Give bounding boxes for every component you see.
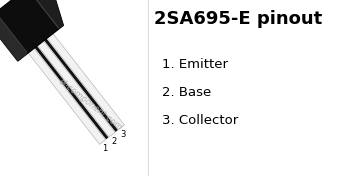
Polygon shape [27,0,59,28]
Text: 1. Emitter: 1. Emitter [162,58,228,71]
Polygon shape [32,43,109,139]
Polygon shape [0,13,27,61]
Polygon shape [27,0,63,29]
Polygon shape [42,36,118,132]
Polygon shape [26,45,105,144]
Polygon shape [45,30,124,130]
Polygon shape [0,0,63,61]
Text: el-component.com: el-component.com [56,77,124,133]
Polygon shape [35,38,115,137]
Text: 2. Base: 2. Base [162,86,211,99]
Text: 2SA695-E pinout: 2SA695-E pinout [154,10,322,28]
Text: 3: 3 [121,130,126,139]
Text: 2: 2 [111,137,117,146]
Polygon shape [0,13,27,53]
Text: 1: 1 [102,144,107,153]
Text: 3. Collector: 3. Collector [162,114,238,127]
